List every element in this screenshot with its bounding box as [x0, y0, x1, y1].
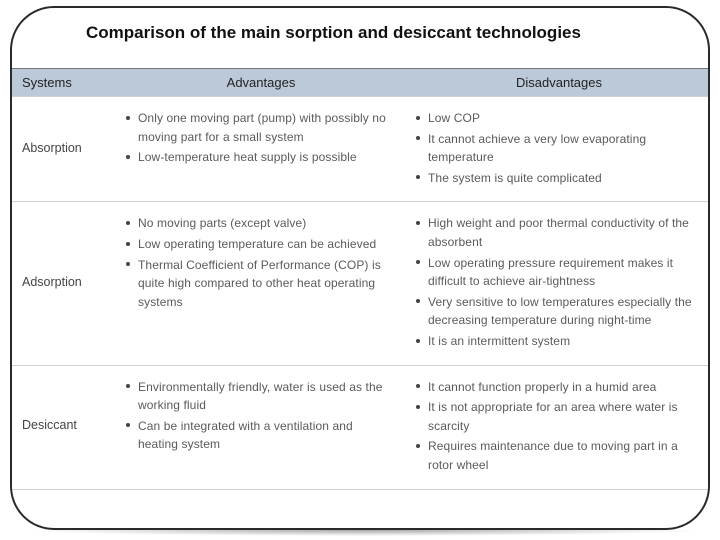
- advantages-cell: Environmentally friendly, water is used …: [116, 366, 406, 489]
- system-name: Absorption: [12, 97, 116, 201]
- list-item: Only one moving part (pump) with possibl…: [126, 109, 396, 146]
- disadvantages-cell: It cannot function properly in a humid a…: [406, 366, 710, 489]
- list-item: Low operating temperature can be achieve…: [126, 235, 396, 254]
- list-item: Low-temperature heat supply is possible: [126, 148, 396, 167]
- list-item: Thermal Coefficient of Performance (COP)…: [126, 256, 396, 312]
- list-item: Low operating pressure requirement makes…: [416, 254, 702, 291]
- system-name: Desiccant: [12, 366, 116, 489]
- list-item: It cannot function properly in a humid a…: [416, 378, 702, 397]
- list-item: No moving parts (except valve): [126, 214, 396, 233]
- list-item: It is an intermittent system: [416, 332, 702, 351]
- table-row: Adsorption No moving parts (except valve…: [12, 201, 710, 364]
- page-title: Comparison of the main sorption and desi…: [86, 22, 646, 43]
- disadvantages-cell: High weight and poor thermal conductivit…: [406, 202, 710, 364]
- comparison-table: Systems Advantages Disadvantages Absorpt…: [12, 68, 710, 490]
- advantages-cell: No moving parts (except valve) Low opera…: [116, 202, 406, 364]
- list-item: Requires maintenance due to moving part …: [416, 437, 702, 474]
- list-item: Environmentally friendly, water is used …: [126, 378, 396, 415]
- col-header-advantages: Advantages: [116, 69, 406, 96]
- table-header-row: Systems Advantages Disadvantages: [12, 69, 710, 96]
- table-row: Absorption Only one moving part (pump) w…: [12, 96, 710, 201]
- system-name: Adsorption: [12, 202, 116, 364]
- slide-frame: Comparison of the main sorption and desi…: [10, 6, 710, 530]
- list-item: It is not appropriate for an area where …: [416, 398, 702, 435]
- list-item: Very sensitive to low temperatures espec…: [416, 293, 702, 330]
- disadvantages-cell: Low COP It cannot achieve a very low eva…: [406, 97, 710, 201]
- list-item: High weight and poor thermal conductivit…: [416, 214, 702, 251]
- list-item: The system is quite complicated: [416, 169, 702, 188]
- col-header-disadvantages: Disadvantages: [406, 69, 710, 96]
- col-header-systems: Systems: [12, 69, 116, 96]
- list-item: Can be integrated with a ventilation and…: [126, 417, 396, 454]
- list-item: It cannot achieve a very low evaporating…: [416, 130, 702, 167]
- table-row: Desiccant Environmentally friendly, wate…: [12, 365, 710, 490]
- advantages-cell: Only one moving part (pump) with possibl…: [116, 97, 406, 201]
- list-item: Low COP: [416, 109, 702, 128]
- frame-shadow: [24, 530, 704, 536]
